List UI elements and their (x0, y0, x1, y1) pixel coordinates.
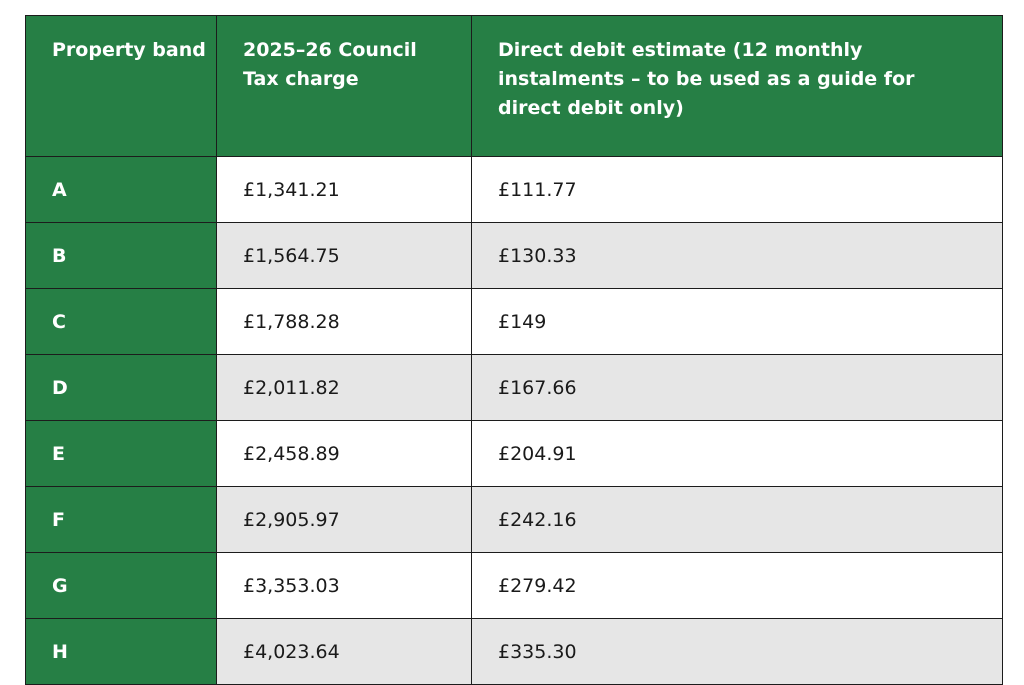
monthly-cell: £242.16 (471, 486, 1003, 553)
monthly-cell: £204.91 (471, 420, 1003, 487)
table-row: H £4,023.64 £335.30 (25, 618, 1003, 685)
charge-cell: £1,788.28 (216, 288, 472, 355)
monthly-cell: £111.77 (471, 156, 1003, 223)
charge-cell: £1,341.21 (216, 156, 472, 223)
table-row: F £2,905.97 £242.16 (25, 486, 1003, 553)
table-row: B £1,564.75 £130.33 (25, 222, 1003, 289)
table-row: A £1,341.21 £111.77 (25, 156, 1003, 223)
monthly-cell: £167.66 (471, 354, 1003, 421)
monthly-cell: £279.42 (471, 552, 1003, 619)
table-row: G £3,353.03 £279.42 (25, 552, 1003, 619)
monthly-cell: £149 (471, 288, 1003, 355)
monthly-cell: £335.30 (471, 618, 1003, 685)
table-row: E £2,458.89 £204.91 (25, 420, 1003, 487)
charge-cell: £2,905.97 (216, 486, 472, 553)
council-tax-table: Property band 2025–26 Council Tax charge… (25, 15, 1003, 685)
band-cell: H (25, 618, 217, 685)
table-row: C £1,788.28 £149 (25, 288, 1003, 355)
band-cell: G (25, 552, 217, 619)
charge-cell: £3,353.03 (216, 552, 472, 619)
band-cell: F (25, 486, 217, 553)
header-council-tax-charge: 2025–26 Council Tax charge (216, 15, 472, 157)
charge-cell: £2,458.89 (216, 420, 472, 487)
header-row: Property band 2025–26 Council Tax charge… (25, 15, 1003, 157)
band-cell: D (25, 354, 217, 421)
band-cell: E (25, 420, 217, 487)
charge-cell: £1,564.75 (216, 222, 472, 289)
band-cell: B (25, 222, 217, 289)
band-cell: C (25, 288, 217, 355)
table-row: D £2,011.82 £167.66 (25, 354, 1003, 421)
charge-cell: £2,011.82 (216, 354, 472, 421)
header-direct-debit-estimate: Direct debit estimate (12 monthly instal… (471, 15, 1003, 157)
charge-cell: £4,023.64 (216, 618, 472, 685)
band-cell: A (25, 156, 217, 223)
monthly-cell: £130.33 (471, 222, 1003, 289)
header-property-band: Property band (25, 15, 217, 157)
